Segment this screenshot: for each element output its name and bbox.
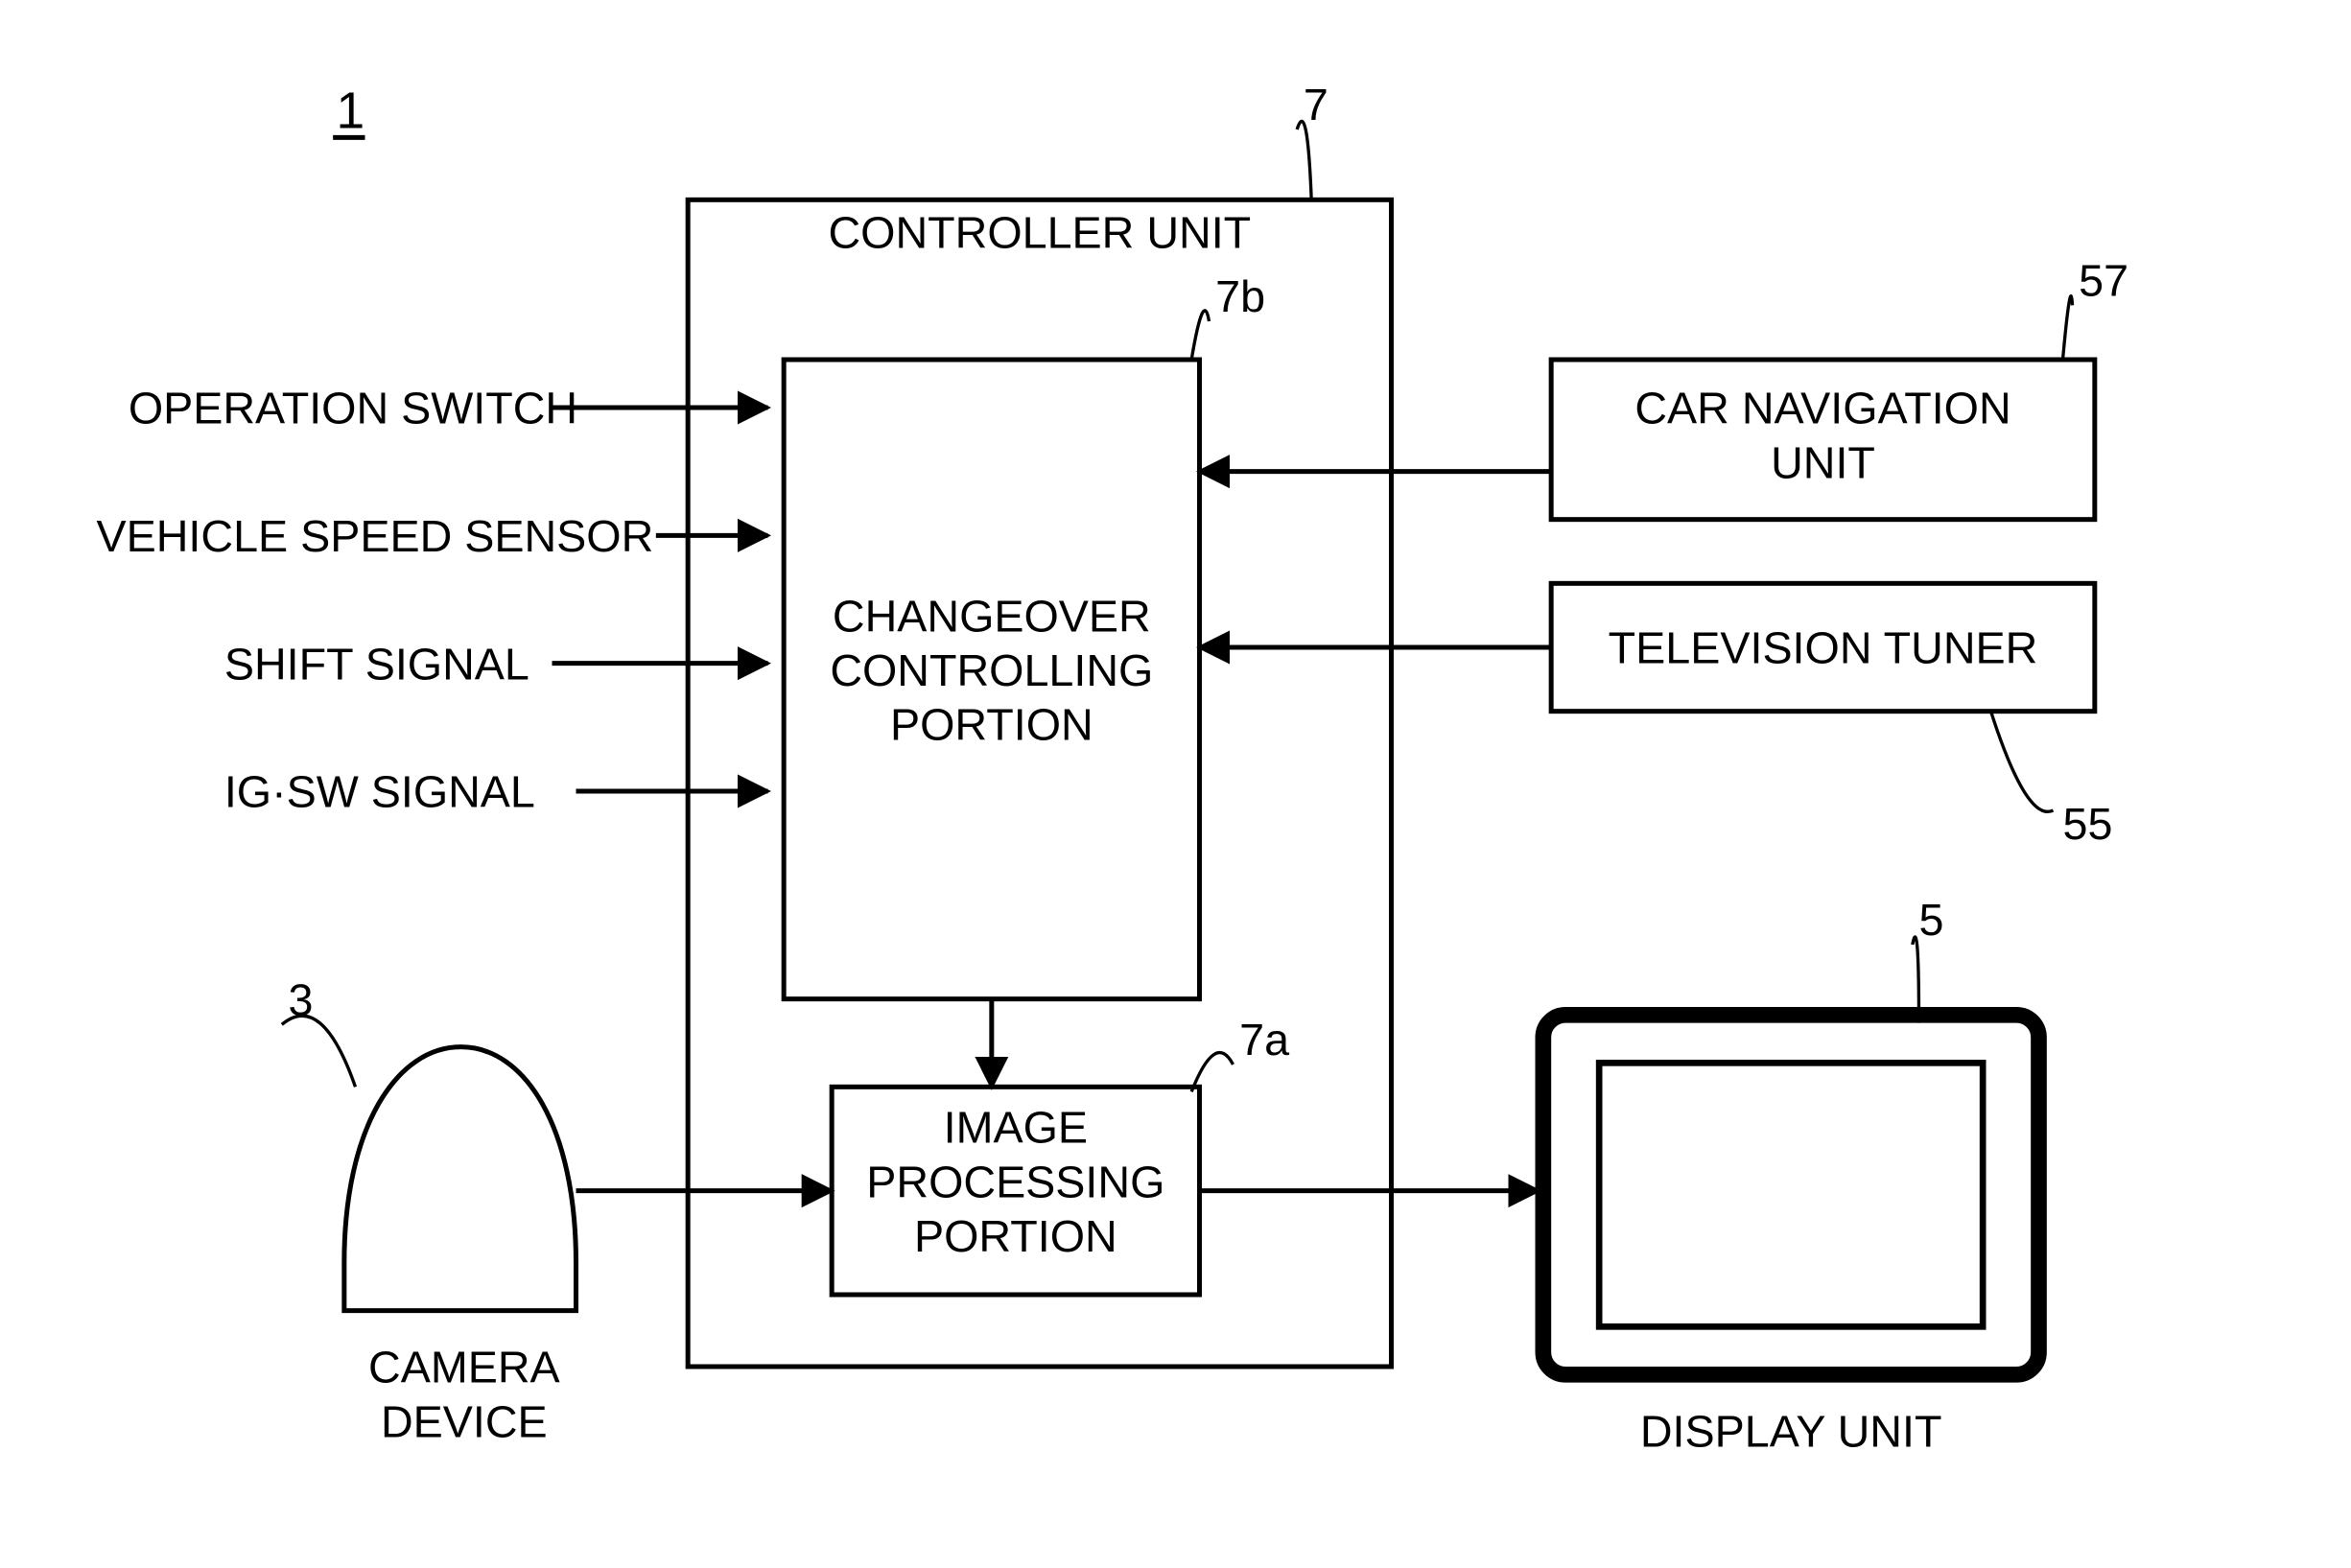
changeover-label.1: CONTROLLING [830, 645, 1153, 695]
display-ref-num: 5 [1919, 895, 1944, 945]
car-nav-label.1: UNIT [1771, 437, 1875, 487]
car-nav-ref-num: 57 [2079, 255, 2128, 305]
tv-tuner-ref-lead [1991, 712, 2054, 812]
camera-ref-lead [282, 1016, 356, 1087]
image-proc-label.0: IMAGE [944, 1103, 1088, 1153]
changeover-ref-num: 7b [1215, 271, 1265, 321]
car-nav-ref-lead [2063, 296, 2073, 360]
camera-icon [344, 1047, 576, 1311]
display-outer [1543, 1015, 2039, 1374]
controller-ref-num: 7 [1304, 80, 1328, 129]
controller-unit-title: CONTROLLER UNIT [828, 207, 1251, 257]
input-shift-label: SHIFT SIGNAL [224, 639, 529, 689]
display-inner [1599, 1063, 1983, 1326]
tv-tuner-label: TELEVISION TUNER [1609, 623, 2038, 673]
input-speed-label: VEHICLE SPEED SENSOR [97, 511, 654, 561]
tv-tuner-ref-num: 55 [2063, 799, 2113, 849]
image-proc-label.1: PROCESSING [866, 1157, 1164, 1206]
camera-label.1: DEVICE [381, 1396, 548, 1446]
display-label: DISPLAY UNIT [1640, 1406, 1942, 1456]
image-proc-label.2: PORTION [914, 1211, 1117, 1261]
camera-label.0: CAMERA [368, 1343, 560, 1392]
input-op-switch-label: OPERATION SWITCH [129, 384, 577, 433]
changeover-label.0: CHANGEOVER [833, 591, 1151, 641]
controller-ref-lead [1297, 121, 1311, 199]
image-proc-ref-num: 7a [1239, 1015, 1289, 1065]
figure-number: 1 [337, 82, 365, 139]
car-nav-label.0: CAR NAVIGATION [1634, 384, 2010, 433]
changeover-ref-lead [1191, 311, 1209, 360]
changeover-label.2: PORTION [890, 700, 1093, 750]
camera-ref-num: 3 [289, 974, 314, 1024]
input-igsw-label: IG·SW SIGNAL [224, 767, 535, 817]
